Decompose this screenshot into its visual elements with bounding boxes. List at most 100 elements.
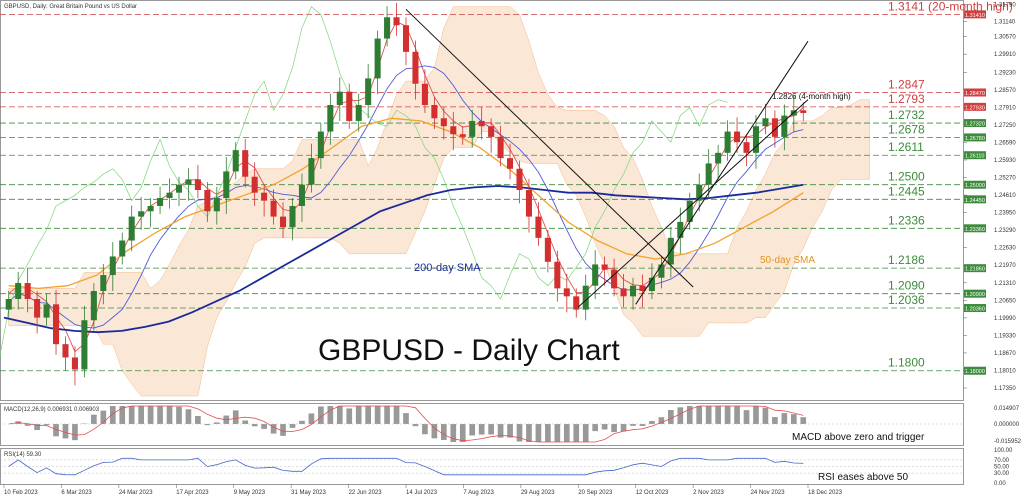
candle-body	[242, 150, 249, 177]
candle-body	[194, 179, 201, 191]
macd-bar	[459, 424, 466, 442]
rsi-label: RSI(14) 59.30	[4, 452, 42, 458]
macd-bar	[592, 424, 599, 432]
macd-bar	[147, 406, 154, 424]
time-axis: 10 Feb 2023 6 Mar 2023 24 Mar 2023 17 Apr 2…	[3, 484, 843, 496]
candle-body	[771, 118, 778, 137]
macd-bar	[43, 424, 50, 426]
macd-bar	[686, 406, 693, 424]
y-tick-label: 1.22630	[994, 246, 1016, 252]
macd-bar	[422, 424, 428, 435]
x-tick-label: 18 Dec 2023	[808, 490, 843, 496]
macd-bar	[563, 424, 570, 442]
macd-bar	[204, 424, 211, 426]
macd-bar	[772, 417, 778, 424]
candle-body	[119, 240, 126, 257]
candle-body	[251, 176, 258, 193]
macd-bar	[270, 424, 277, 434]
support-8-label: 1.2036	[888, 293, 925, 307]
resistance-2-tag	[964, 102, 986, 111]
support-8-tag	[964, 304, 986, 313]
candle-body	[648, 277, 655, 292]
x-tick-label: 2 Nov 2023	[693, 490, 724, 496]
candle-body	[157, 198, 164, 206]
macd-bar	[790, 414, 797, 424]
macd-bar	[195, 415, 201, 424]
candle-body	[232, 150, 239, 172]
macd-bar	[478, 424, 485, 435]
support-3-tag	[964, 180, 986, 189]
macd-bar	[24, 424, 31, 426]
macd-bar	[620, 424, 627, 432]
resistance-0-label: 1.3141 (20-month high)	[888, 0, 1013, 13]
candle-body	[261, 192, 268, 201]
candle-body	[90, 291, 97, 321]
four-month-high-label: 1.2826 (4-month high)	[772, 92, 851, 101]
candle-body	[592, 264, 599, 286]
support-0-tag-text: 1.27320	[965, 122, 985, 128]
y-tick-label: 1.31790	[994, 2, 1016, 8]
candle-body	[223, 171, 230, 198]
macd-bar	[507, 424, 513, 438]
x-tick-label: 31 May 2023	[291, 490, 326, 496]
support-4-tag	[964, 195, 986, 204]
support-2-tag	[964, 151, 986, 160]
candle-body	[535, 216, 542, 238]
candle-body	[431, 104, 438, 119]
candle-body	[582, 285, 589, 310]
support-3-tag-text: 1.25000	[965, 183, 985, 189]
candle-body	[384, 17, 391, 39]
support-0-label: 1.2732	[888, 108, 925, 122]
macd-bar	[440, 424, 447, 440]
x-tick-label: 22 Jun 2023	[349, 490, 383, 496]
candle-body	[175, 184, 183, 193]
y-tick-label: 1.25930	[994, 158, 1016, 164]
macd-bar	[535, 424, 542, 442]
macd-bar	[176, 406, 182, 424]
support-9-tag	[964, 366, 986, 375]
candle-body	[459, 134, 466, 137]
macd-bar	[365, 406, 372, 424]
candle-body	[346, 91, 353, 121]
candle-body	[15, 283, 22, 299]
support-7-label: 1.2090	[888, 279, 925, 293]
macd-bar	[289, 424, 296, 428]
macd-bar	[668, 410, 674, 424]
candle-body	[147, 205, 154, 212]
macd-bar	[53, 424, 59, 437]
support-6-tag	[964, 264, 986, 273]
macd-bar	[611, 424, 617, 433]
candle-body	[280, 216, 287, 228]
macd-bar	[109, 406, 116, 424]
macd-bar	[497, 424, 504, 438]
y-tick-label: 1.18010	[994, 368, 1016, 374]
macd-bar	[649, 420, 655, 424]
candle-body	[100, 275, 107, 292]
macd-bar	[318, 406, 324, 424]
candle-body	[213, 198, 220, 212]
macd-bar	[327, 406, 334, 424]
candle-body	[355, 104, 362, 121]
downtrend-trendline	[405, 8, 694, 288]
candle-body	[525, 190, 532, 217]
resistance-0-tag-text: 1.31410	[965, 13, 985, 19]
y-tick-label: 1.25270	[994, 176, 1016, 182]
macd-bar	[185, 409, 192, 424]
support-7-tag-text: 1.20900	[965, 292, 985, 298]
x-tick-label: 6 Mar 2023	[61, 490, 92, 496]
macd-bar	[705, 406, 712, 424]
macd-bar	[734, 406, 740, 424]
candle-body	[298, 184, 305, 206]
macd-bar	[753, 406, 759, 424]
candle-body	[393, 17, 400, 26]
candle-body	[734, 131, 741, 143]
candle-body	[204, 190, 211, 212]
x-tick-label: 24 Mar 2023	[119, 490, 153, 496]
macd-bar	[403, 413, 409, 424]
candle-body	[24, 283, 31, 299]
y-tick-label: 1.23290	[994, 228, 1016, 234]
candle-body	[336, 91, 343, 105]
candle-body	[507, 158, 514, 169]
macd-bar	[251, 424, 258, 427]
